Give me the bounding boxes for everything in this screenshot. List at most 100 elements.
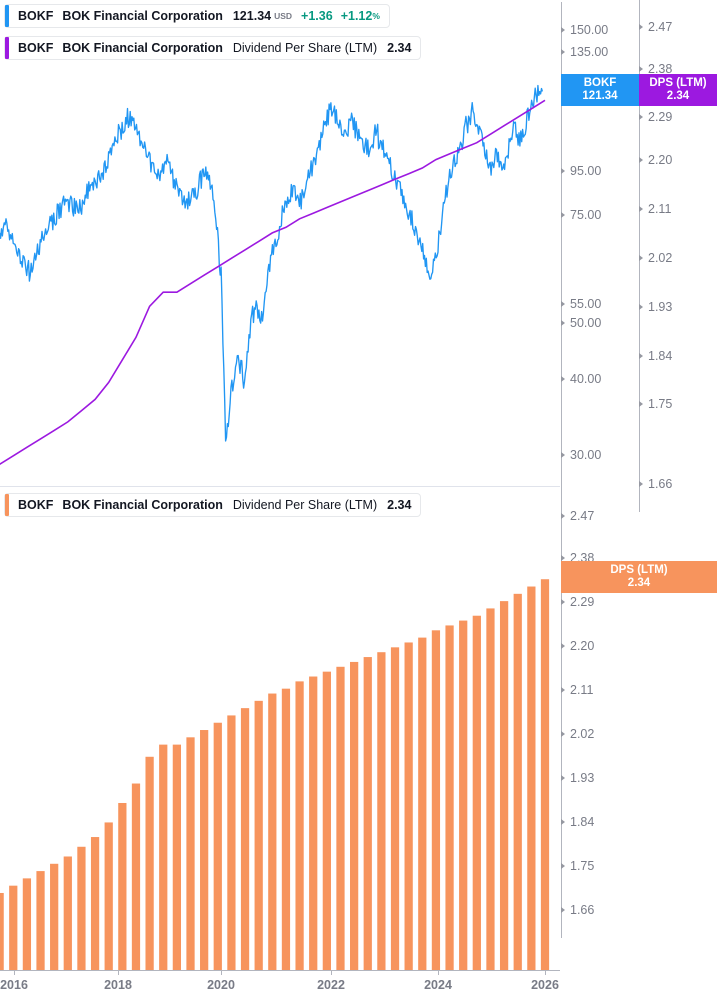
dps-scale-axis[interactable]: 2.47 2.38 2.29 2.20 2.11 2.02 1.93 1.84 1.75 1.66	[639, 0, 717, 1005]
dps-chart-panel[interactable]	[0, 487, 560, 979]
axis-tick-label: 2.11	[570, 683, 594, 697]
dps-bar[interactable]	[445, 625, 454, 970]
dps-bar[interactable]	[36, 871, 45, 970]
price-scale-axis[interactable]: 150.00135.00115.0095.0075.0055.0050.0040…	[561, 0, 639, 1005]
percent-symbol: %	[372, 11, 380, 21]
dps-bar[interactable]	[104, 822, 113, 970]
legend-price[interactable]: BOKF BOK Financial Corporation 121.34 US…	[4, 4, 390, 28]
badge-dps-bottom-value: 2.34	[627, 577, 651, 589]
axis-tick	[639, 24, 643, 30]
badge-dps-bottom-label: DPS (LTM)	[610, 564, 668, 576]
legend-dps-overlay-swatch	[5, 37, 9, 59]
axis-tick	[639, 481, 643, 487]
dps-bar[interactable]	[486, 608, 495, 970]
dps-bar[interactable]	[145, 756, 154, 970]
dps-bar[interactable]	[186, 737, 195, 970]
axis-tick	[639, 353, 643, 359]
axis-tick-label: 55.00	[570, 297, 602, 311]
dps-bar[interactable]	[268, 693, 277, 970]
axis-tick-label: 2.38	[648, 62, 673, 76]
x-axis-label-2024: 2024	[424, 978, 452, 992]
dps-bar[interactable]	[0, 892, 4, 970]
axis-rule	[561, 2, 562, 938]
axis-tick-label: 30.00	[570, 448, 602, 462]
dps-bar[interactable]	[418, 637, 427, 970]
dps-bar[interactable]	[309, 676, 318, 970]
dps-bar[interactable]	[499, 601, 509, 970]
axis-tick	[639, 255, 643, 261]
legend-dps-panel-company: BOK Financial Corporation	[62, 498, 223, 512]
axis-tick	[639, 401, 643, 407]
dps-bar[interactable]	[213, 722, 222, 970]
dps-bar[interactable]	[159, 744, 168, 970]
dps-bar[interactable]	[227, 715, 236, 970]
dps-bar[interactable]	[50, 863, 59, 970]
axis-tick-label: 75.00	[570, 208, 602, 222]
dps-bar[interactable]	[527, 586, 536, 970]
dps-bar[interactable]	[350, 661, 359, 970]
axis-tick	[561, 731, 565, 737]
legend-dps-overlay-company: BOK Financial Corporation	[62, 41, 223, 55]
legend-dps-overlay[interactable]: BOKF BOK Financial Corporation Dividend …	[4, 36, 422, 60]
dps-bar[interactable]	[540, 579, 550, 970]
x-axis-label-2020: 2020	[207, 978, 235, 992]
axis-tick-label: 135.00	[570, 45, 609, 59]
dps-bar[interactable]	[240, 708, 250, 970]
axis-tick	[561, 212, 565, 218]
status-badge-bokf-price[interactable]: BOKF 121.34	[561, 74, 639, 106]
axis-tick-label: 2.20	[570, 639, 595, 653]
dps-bar[interactable]	[336, 666, 345, 970]
axis-tick	[561, 907, 565, 913]
price-chart-panel[interactable]	[0, 0, 560, 486]
legend-price-change: +1.36	[301, 9, 333, 23]
dps-bar[interactable]	[513, 593, 522, 970]
axis-tick-label: 1.66	[648, 477, 673, 491]
legend-price-last: 121.34	[232, 9, 272, 23]
dps-bar[interactable]	[390, 647, 400, 970]
axis-tick-label: 2.02	[570, 727, 595, 741]
dps-bar[interactable]	[131, 783, 141, 970]
dps-bar[interactable]	[77, 846, 86, 970]
legend-dps-panel-value: 2.34	[387, 498, 412, 512]
axis-tick-label: 2.29	[648, 110, 673, 124]
dps-bar[interactable]	[281, 688, 291, 970]
dps-overlay-line	[0, 99, 546, 465]
status-badge-dps-overlay[interactable]: DPS (LTM) 2.34	[639, 74, 717, 106]
axis-tick	[561, 376, 565, 382]
axis-tick	[639, 114, 643, 120]
dps-bar[interactable]	[63, 856, 72, 970]
dps-bar[interactable]	[9, 885, 18, 970]
dps-bar[interactable]	[254, 700, 263, 970]
legend-dps-panel-swatch	[5, 494, 9, 516]
dps-bar[interactable]	[459, 620, 468, 970]
legend-dps-panel[interactable]: BOKF BOK Financial Corporation Dividend …	[4, 493, 422, 517]
axis-tick	[561, 49, 565, 55]
axis-tick-label: 150.00	[570, 23, 609, 37]
axis-tick-label: 1.75	[648, 397, 673, 411]
x-axis-line	[0, 970, 560, 971]
axis-tick	[561, 863, 565, 869]
dps-bar[interactable]	[295, 681, 304, 970]
legend-price-swatch	[5, 5, 9, 27]
x-axis-label-2018: 2018	[104, 978, 132, 992]
legend-price-currency: USD	[274, 11, 293, 21]
dps-bar[interactable]	[377, 652, 386, 970]
legend-dps-panel-study: Dividend Per Share (LTM)	[232, 498, 378, 512]
dps-bar[interactable]	[322, 671, 331, 970]
dps-bar[interactable]	[472, 615, 481, 970]
x-axis-tick	[438, 970, 439, 975]
axis-tick	[561, 687, 565, 693]
dps-bar[interactable]	[172, 744, 181, 970]
dps-bar[interactable]	[200, 730, 209, 970]
dps-bar[interactable]	[404, 642, 413, 970]
dps-bar[interactable]	[431, 630, 441, 970]
legend-price-company: BOK Financial Corporation	[62, 9, 223, 23]
axis-tick-label: 2.02	[648, 251, 673, 265]
dps-bar[interactable]	[118, 802, 127, 970]
dps-bar[interactable]	[22, 878, 32, 970]
x-axis-tick	[545, 970, 546, 975]
dps-bar[interactable]	[363, 657, 372, 970]
axis-tick-label: 2.47	[648, 20, 673, 34]
dps-bar[interactable]	[90, 837, 100, 970]
status-badge-dps-panel[interactable]: DPS (LTM) 2.34	[561, 561, 717, 593]
